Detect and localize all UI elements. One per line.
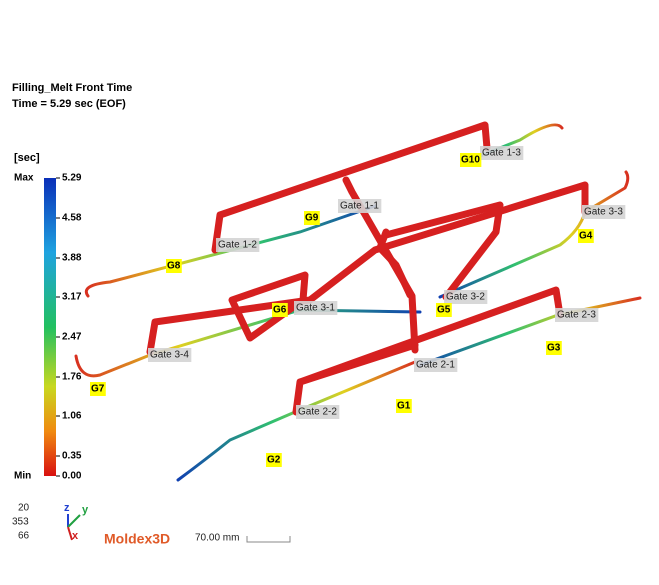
gate-box: [148, 348, 192, 362]
gate-label: Gate 3-4: [150, 350, 189, 361]
axis-y: y: [82, 504, 89, 516]
gate-label: Gate 2-3: [557, 310, 596, 321]
hot-runner: [228, 271, 309, 342]
tick-label: 3.17: [62, 292, 82, 303]
gate-box: [414, 358, 458, 372]
gate-tag: G4: [579, 231, 593, 242]
gate-box: [582, 205, 626, 219]
gate-box: [555, 308, 599, 322]
unit: [sec]: [14, 152, 40, 164]
tick-label: 1.76: [62, 372, 82, 383]
view-angle: 353: [12, 517, 29, 528]
runner: [176, 360, 417, 482]
scale-text: 70.00 mm: [195, 533, 239, 544]
gate-label: Gate 3-3: [584, 207, 623, 218]
axis-icon: [67, 514, 81, 528]
runner: [74, 308, 422, 378]
hot-runner: [382, 201, 504, 301]
axis-z: z: [64, 502, 70, 514]
runner: [418, 296, 642, 367]
hot-runner: [292, 286, 564, 416]
gate-tag: G3: [547, 343, 561, 354]
view-angle: 20: [18, 503, 30, 514]
gate-tag: G8: [167, 261, 181, 272]
color-bar: [44, 178, 56, 476]
gate-label: Gate 1-1: [340, 201, 379, 212]
min-label: Min: [14, 471, 31, 482]
scale-bar: [246, 536, 291, 543]
tick-label: 5.29: [62, 173, 82, 184]
time: Time = 5.29 sec (EOF): [12, 98, 126, 110]
axis-x: x: [72, 530, 79, 542]
view-angle: 66: [18, 531, 30, 542]
gate-tag: G2: [267, 455, 281, 466]
gate-tag: G5: [437, 305, 451, 316]
hot-runner: [376, 228, 414, 299]
gate-box: [296, 405, 340, 419]
gate-box: [480, 146, 524, 160]
labels: Gate 1-3 Gate 1-1 Gate 1-2 Gate 3-3 Gate 3-2…: [90, 146, 626, 467]
gate-tag: G6: [273, 305, 287, 316]
gate-tag-box: [272, 303, 288, 317]
gate-tag-box: [436, 303, 452, 317]
tick-label: 0.00: [62, 471, 82, 482]
gate-label: Gate 1-2: [218, 240, 257, 251]
hot-runner: [211, 121, 491, 254]
gate-tag-box: [460, 153, 482, 167]
gate-tag: G9: [305, 213, 319, 224]
gate-box: [294, 301, 338, 315]
gate-tag: G7: [91, 384, 105, 395]
tick-label: 2.47: [62, 332, 82, 343]
gate-label: Gate 3-1: [296, 303, 335, 314]
gate-tag: G1: [397, 401, 411, 412]
tick-label: 0.35: [62, 451, 82, 462]
gate-tag-box: [304, 211, 320, 225]
gate-label: Gate 3-2: [446, 292, 485, 303]
gate-box: [444, 290, 488, 304]
gate-tag-box: [90, 382, 106, 396]
gate-tag-box: [546, 341, 562, 355]
axis-icon: [67, 526, 73, 541]
gate-tag-box: [578, 229, 594, 243]
legend-ticks: 5.29 4.58 3.88 3.17 2.47 1.76 1.06 0.35 0.00: [56, 173, 82, 482]
tick-label: 1.06: [62, 411, 82, 422]
gate-box: [216, 238, 260, 252]
tick-label: 3.88: [62, 253, 82, 264]
brand: Moldex3D: [104, 531, 170, 547]
gate-tag-box: [166, 259, 182, 273]
gate-label: Gate 2-1: [416, 360, 455, 371]
title: Filling_Melt Front Time: [12, 82, 132, 94]
gate-tag-box: [396, 399, 412, 413]
gate-label: Gate 1-3: [482, 148, 521, 159]
runner: [438, 170, 630, 299]
gate-label: Gate 2-2: [298, 407, 337, 418]
max-label: Max: [14, 173, 34, 184]
runner: [468, 123, 564, 162]
runner: [84, 204, 377, 298]
gate-box: [338, 199, 382, 213]
gate-tag: G10: [461, 155, 480, 166]
tick-label: 4.58: [62, 213, 82, 224]
gate-tag-box: [266, 453, 282, 467]
